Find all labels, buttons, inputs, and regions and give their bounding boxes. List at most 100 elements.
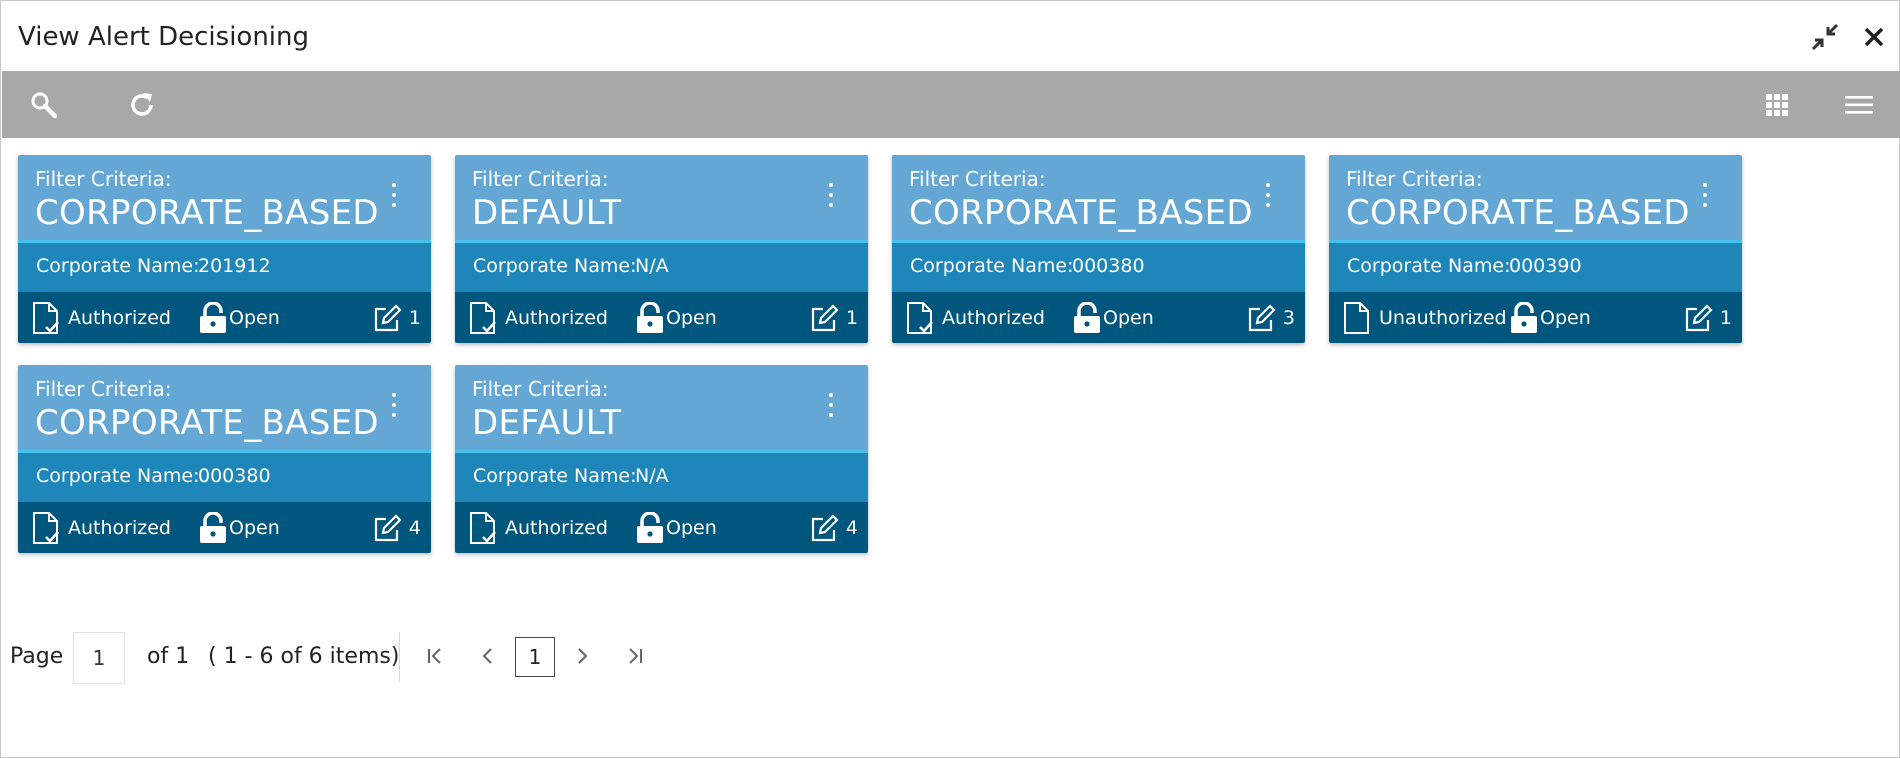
card-footer: Authorized Open 1 [18, 292, 431, 343]
card-footer: Authorized Open 3 [892, 292, 1305, 343]
corporate-name-value: N/A [635, 465, 669, 487]
filter-criteria-value: DEFAULT [472, 403, 622, 443]
pagination: Page of 1 ( 1 - 6 of 6 items) 1 [1, 629, 701, 685]
edit-count[interactable]: 3 [1247, 292, 1295, 343]
edit-icon [811, 513, 839, 541]
edit-icon [1685, 303, 1713, 331]
edit-count[interactable]: 4 [810, 502, 858, 553]
first-page-icon[interactable] [420, 641, 450, 671]
edit-count[interactable]: 1 [810, 292, 858, 343]
document-check-icon [33, 301, 59, 334]
document-check-icon [470, 301, 496, 334]
items-range-label: ( 1 - 6 of 6 items) [208, 644, 400, 669]
unlock-icon [637, 301, 663, 333]
window-title: View Alert Decisioning [18, 22, 310, 52]
corporate-name-label: Corporate Name: [473, 465, 637, 487]
kebab-menu-icon[interactable] [1261, 181, 1275, 209]
edit-icon [811, 303, 839, 331]
lock-status: Open [636, 502, 717, 553]
corporate-name-value: 000380 [1072, 255, 1145, 277]
current-page-button[interactable]: 1 [515, 637, 555, 677]
kebab-menu-icon[interactable] [387, 181, 401, 209]
card-footer: Unauthorized Open 1 [1329, 292, 1742, 343]
edit-icon [1248, 303, 1276, 331]
auth-status: Authorized [469, 502, 608, 553]
unlock-icon [200, 511, 226, 543]
search-icon[interactable] [26, 87, 62, 123]
lock-status-text: Open [229, 306, 280, 329]
close-icon[interactable] [1858, 21, 1890, 53]
previous-page-icon[interactable] [473, 641, 503, 671]
edit-count[interactable]: 1 [373, 292, 421, 343]
filter-criteria-value: CORPORATE_BASED [35, 193, 379, 233]
auth-status-text: Authorized [68, 306, 171, 329]
lock-status: Open [1510, 292, 1591, 343]
alert-card[interactable]: Filter Criteria: DEFAULT Corporate Name:… [455, 365, 868, 553]
hamburger-menu-icon[interactable] [1841, 87, 1877, 123]
card-details: Corporate Name: N/A [455, 453, 868, 502]
filter-criteria-value: DEFAULT [472, 193, 622, 233]
title-bar: View Alert Decisioning [1, 1, 1899, 71]
alert-card[interactable]: Filter Criteria: CORPORATE_BASED Corpora… [892, 155, 1305, 343]
auth-status: Authorized [469, 292, 608, 343]
card-header: Filter Criteria: CORPORATE_BASED [18, 365, 431, 453]
auth-status: Authorized [906, 292, 1045, 343]
edit-icon [374, 513, 402, 541]
edit-count-text: 3 [1282, 306, 1295, 329]
lock-status: Open [199, 502, 280, 553]
alert-card[interactable]: Filter Criteria: CORPORATE_BASED Corpora… [1329, 155, 1742, 343]
unlock-icon [1074, 301, 1100, 333]
card-header: Filter Criteria: CORPORATE_BASED [1329, 155, 1742, 243]
alert-card[interactable]: Filter Criteria: CORPORATE_BASED Corpora… [18, 155, 431, 343]
page-of-label: of 1 [147, 644, 190, 669]
refresh-icon[interactable] [124, 87, 160, 123]
lock-status-text: Open [229, 516, 280, 539]
kebab-menu-icon[interactable] [824, 181, 838, 209]
filter-criteria-label: Filter Criteria: [35, 167, 172, 191]
edit-count-text: 1 [845, 306, 858, 329]
lock-status: Open [199, 292, 280, 343]
card-footer: Authorized Open 1 [455, 292, 868, 343]
corporate-name-label: Corporate Name: [36, 465, 200, 487]
kebab-menu-icon[interactable] [1698, 181, 1712, 209]
filter-criteria-label: Filter Criteria: [35, 377, 172, 401]
document-check-icon [33, 511, 59, 544]
corporate-name-label: Corporate Name: [473, 255, 637, 277]
alert-card[interactable]: Filter Criteria: DEFAULT Corporate Name:… [455, 155, 868, 343]
lock-status-text: Open [1540, 306, 1591, 329]
edit-count[interactable]: 1 [1684, 292, 1732, 343]
edit-count-text: 4 [845, 516, 858, 539]
document-check-icon [907, 301, 933, 334]
corporate-name-value: 000380 [198, 465, 271, 487]
alert-card[interactable]: Filter Criteria: CORPORATE_BASED Corpora… [18, 365, 431, 553]
edit-icon [374, 303, 402, 331]
auth-status: Unauthorized [1343, 292, 1507, 343]
document-icon [1344, 301, 1369, 334]
corporate-name-value: 000390 [1509, 255, 1582, 277]
edit-count[interactable]: 4 [373, 502, 421, 553]
next-page-icon[interactable] [567, 641, 597, 671]
lock-status-text: Open [666, 306, 717, 329]
edit-count-text: 1 [1719, 306, 1732, 329]
last-page-icon[interactable] [620, 641, 650, 671]
card-header: Filter Criteria: DEFAULT [455, 155, 868, 243]
filter-criteria-label: Filter Criteria: [909, 167, 1046, 191]
page-number-input[interactable] [73, 632, 125, 684]
lock-status-text: Open [1103, 306, 1154, 329]
card-details: Corporate Name: 201912 [18, 243, 431, 292]
edit-count-text: 1 [408, 306, 421, 329]
grid-view-icon[interactable] [1759, 87, 1795, 123]
filter-criteria-label: Filter Criteria: [472, 377, 609, 401]
collapse-arrows-icon[interactable] [1809, 21, 1841, 53]
kebab-menu-icon[interactable] [387, 391, 401, 419]
auth-status-text: Authorized [942, 306, 1045, 329]
corporate-name-label: Corporate Name: [910, 255, 1074, 277]
kebab-menu-icon[interactable] [824, 391, 838, 419]
filter-criteria-value: CORPORATE_BASED [909, 193, 1253, 233]
toolbar [2, 71, 1900, 138]
card-details: Corporate Name: 000380 [892, 243, 1305, 292]
auth-status-text: Authorized [505, 306, 608, 329]
lock-status: Open [1073, 292, 1154, 343]
corporate-name-value: 201912 [198, 255, 271, 277]
